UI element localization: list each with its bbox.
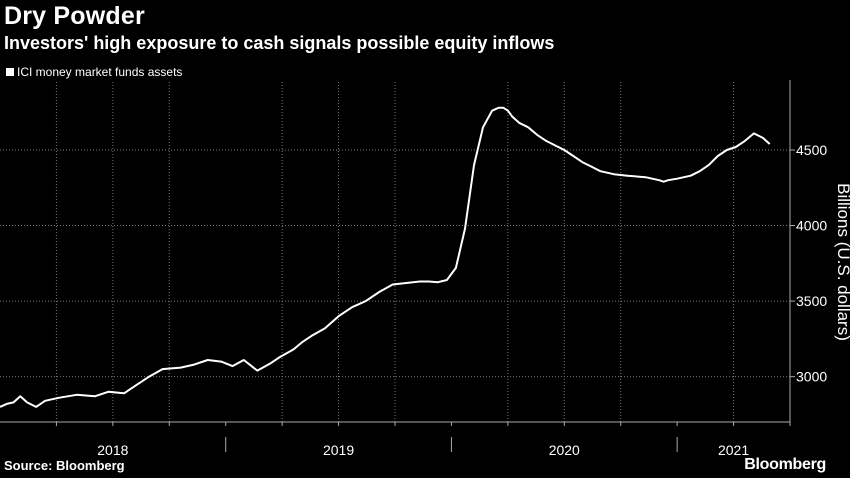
y-tick-label: 3000 [796,369,827,385]
chart-title: Dry Powder [4,2,145,30]
y-tick-label: 4500 [796,142,827,158]
y-tick-label: 4000 [796,218,827,234]
legend: ICI money market funds assets [6,65,182,79]
chart-subtitle: Investors' high exposure to cash signals… [4,33,555,53]
x-tick-label: 2020 [549,442,580,458]
brand-logo: Bloomberg [744,456,826,473]
legend-label: ICI money market funds assets [17,65,183,79]
y-tick-label: 3500 [796,293,827,309]
legend-swatch [6,68,14,76]
y-axis-label: Billions (U.S. dollars) [834,183,850,341]
series-line [0,106,771,408]
source-note: Source: Bloomberg [4,458,125,473]
x-tick-label: 2021 [718,442,749,458]
x-tick-label: 2018 [97,442,128,458]
x-tick-label: 2019 [323,442,354,458]
